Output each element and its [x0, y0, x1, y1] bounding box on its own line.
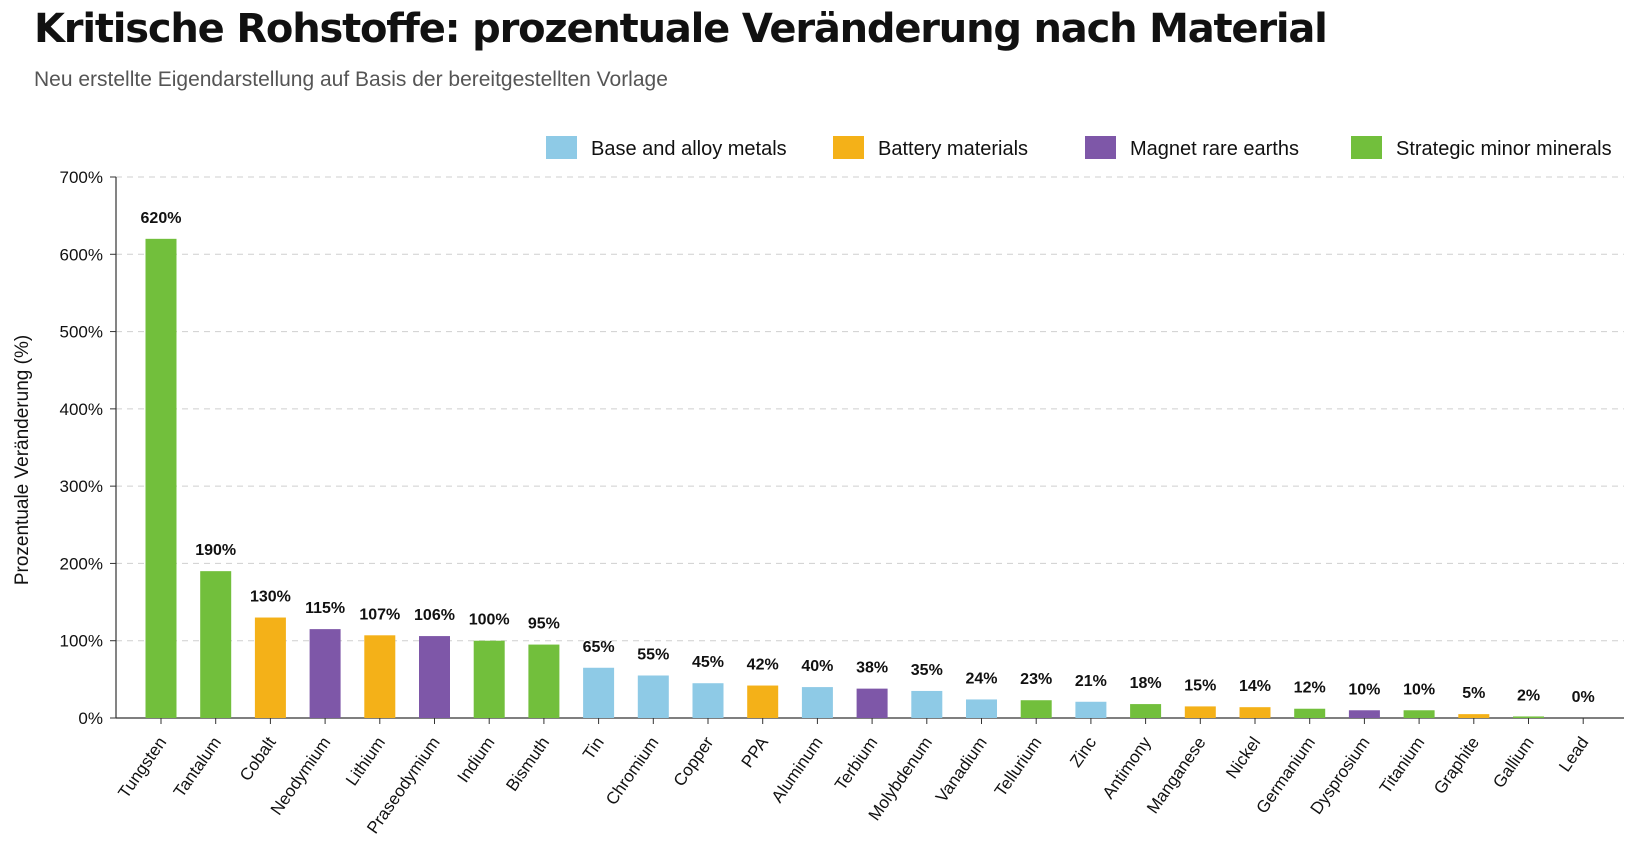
- y-tick-label: 200%: [60, 554, 103, 573]
- legend-swatch: [1085, 136, 1116, 159]
- bar-tantalum: [200, 571, 232, 718]
- bar-neodymium: [309, 629, 341, 718]
- data-label: 10%: [1403, 681, 1435, 698]
- bar-tellurium: [1020, 700, 1052, 718]
- y-axis: 0% 100% 200% 300% 400% 500% 600% 700% Prozentual…: [12, 168, 1624, 728]
- legend-swatch: [1351, 136, 1382, 159]
- x-tick-label: Lead: [1555, 733, 1592, 775]
- x-tick-label: Titanium: [1376, 733, 1429, 797]
- data-label: 55%: [637, 646, 669, 663]
- data-label: 115%: [305, 600, 345, 617]
- data-label: 23%: [1020, 671, 1052, 688]
- data-label: 12%: [1294, 680, 1326, 697]
- bar-dysprosium: [1348, 710, 1380, 718]
- y-tick-label: 500%: [60, 323, 103, 342]
- x-tick-label: Tellurium: [991, 733, 1046, 800]
- bar-manganese: [1184, 706, 1216, 718]
- y-axis-title: Prozentuale Veränderung (%): [12, 335, 33, 585]
- data-label: 38%: [856, 660, 888, 677]
- x-tick-label: Nickel: [1222, 733, 1264, 782]
- data-label: 15%: [1184, 677, 1216, 694]
- data-label: 14%: [1239, 678, 1271, 695]
- bar-lithium: [364, 635, 396, 718]
- bars: 620%Tungsten190%Tantalum130%Cobalt115%Ne…: [114, 210, 1594, 837]
- legend-label: Magnet rare earths: [1130, 138, 1299, 160]
- bar-tin: [583, 667, 615, 718]
- bar-praseodymium: [419, 636, 450, 718]
- data-label: 18%: [1130, 675, 1162, 692]
- legend: Base and alloy metals Battery materials Ma…: [546, 136, 1612, 160]
- bar-graphite: [1458, 714, 1490, 718]
- bar-ppa: [747, 685, 779, 718]
- x-tick-label: Indium: [454, 733, 499, 786]
- x-tick-label: Vanadium: [932, 733, 991, 806]
- x-tick-label: Cobalt: [236, 733, 280, 784]
- y-tick-label: 0%: [78, 709, 103, 728]
- data-label: 21%: [1075, 673, 1107, 690]
- bar-terbium: [856, 688, 888, 718]
- bar-antimony: [1130, 704, 1162, 718]
- data-label: 42%: [747, 657, 779, 674]
- data-label: 620%: [141, 210, 182, 227]
- data-label: 130%: [250, 589, 291, 606]
- data-label: 40%: [801, 658, 833, 675]
- data-label: 0%: [1572, 689, 1595, 706]
- bar-indium: [473, 640, 505, 718]
- gridlines: [116, 176, 1624, 642]
- x-tick-label: Terbium: [831, 733, 881, 793]
- data-label: 107%: [359, 606, 400, 623]
- data-label: 10%: [1348, 681, 1380, 698]
- x-tick-label: Graphite: [1430, 733, 1483, 797]
- x-tick-label: Lithium: [342, 733, 389, 789]
- x-tick-label: Copper: [670, 733, 718, 790]
- y-tick-label: 300%: [60, 477, 103, 496]
- bar-titanium: [1403, 710, 1435, 718]
- data-label: 24%: [965, 670, 997, 687]
- bar-zinc: [1075, 701, 1107, 718]
- legend-label: Strategic minor minerals: [1396, 138, 1612, 160]
- x-tick-label: Bismuth: [502, 733, 553, 794]
- bar-gallium: [1513, 716, 1544, 718]
- data-label: 106%: [414, 607, 455, 624]
- bar-bismuth: [528, 644, 560, 718]
- data-label: 100%: [469, 612, 510, 629]
- y-tick-label: 600%: [60, 245, 103, 264]
- x-tick-label: Tungsten: [114, 733, 170, 801]
- bar-vanadium: [966, 699, 997, 718]
- legend-label: Base and alloy metals: [591, 138, 787, 160]
- data-label: 45%: [692, 654, 724, 671]
- data-label: 190%: [195, 542, 236, 559]
- x-tick-label: Zinc: [1066, 733, 1100, 771]
- x-tick-label: Tin: [579, 733, 608, 763]
- data-label: 35%: [911, 662, 943, 679]
- x-tick-label: Gallium: [1489, 733, 1538, 791]
- data-label: 95%: [528, 616, 560, 633]
- bar-cobalt: [254, 617, 286, 718]
- y-tick-label: 400%: [60, 400, 103, 419]
- x-tick-label: Chromium: [602, 733, 663, 808]
- bar-tungsten: [145, 238, 177, 719]
- data-label: 65%: [583, 639, 615, 656]
- bar-molybdenum: [911, 690, 943, 718]
- chart-title: Kritische Rohstoffe: prozentuale Verände…: [34, 6, 1328, 52]
- legend-swatch: [833, 136, 864, 159]
- y-tick-label: 700%: [60, 168, 103, 187]
- bar-copper: [692, 683, 724, 718]
- legend-label: Battery materials: [878, 138, 1028, 160]
- x-tick-label: Aluminum: [768, 733, 827, 806]
- bar-germanium: [1294, 708, 1326, 718]
- chart-subtitle: Neu erstellte Eigendarstellung auf Basis…: [34, 68, 668, 91]
- x-tick-label: Antimony: [1099, 733, 1155, 802]
- bar-nickel: [1239, 707, 1271, 718]
- data-label: 5%: [1462, 685, 1485, 702]
- x-tick-label: Tantalum: [170, 733, 225, 800]
- bar-chromium: [637, 675, 669, 718]
- y-tick-label: 100%: [60, 632, 103, 651]
- data-label: 2%: [1517, 687, 1540, 704]
- x-tick-label: PPA: [738, 733, 773, 771]
- legend-swatch: [546, 136, 577, 159]
- bar-aluminum: [801, 687, 833, 718]
